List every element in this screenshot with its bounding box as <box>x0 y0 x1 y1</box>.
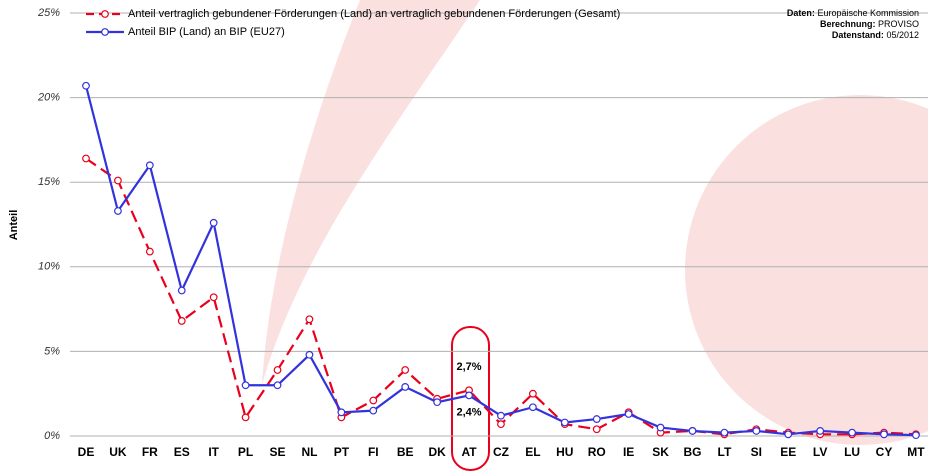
data-point <box>114 176 122 185</box>
data-point <box>497 420 505 429</box>
data-point <box>433 398 442 407</box>
x-tick-label: NL <box>301 445 317 459</box>
y-tick-label: 5% <box>44 345 60 357</box>
x-tick-label: CZ <box>493 445 509 459</box>
data-point <box>816 427 825 435</box>
data-point <box>209 293 218 302</box>
data-point <box>177 286 186 295</box>
background-decoration <box>262 0 928 445</box>
data-point <box>114 207 122 215</box>
source-value: Europäische Kommission <box>817 8 919 18</box>
data-point <box>528 403 537 412</box>
data-point <box>82 81 90 90</box>
x-tick-label: DK <box>428 445 446 459</box>
data-point <box>912 431 920 440</box>
data-point <box>497 411 505 420</box>
x-tick-label: BE <box>397 445 414 459</box>
y-tick-label: 10% <box>38 261 60 273</box>
y-tick-label: 0% <box>44 430 60 442</box>
x-tick-label: IT <box>208 445 219 459</box>
legend-label: Anteil BIP (Land) an BIP (EU27) <box>128 26 285 38</box>
source-value: 05/2012 <box>886 30 919 40</box>
data-point <box>273 381 282 390</box>
source-label: Berechnung: <box>820 19 876 29</box>
x-tick-label: MT <box>907 445 925 459</box>
data-point <box>592 415 601 423</box>
data-point <box>273 366 282 374</box>
data-label: 2,4% <box>457 406 482 418</box>
decor-wedge <box>262 0 480 385</box>
data-point <box>848 428 856 437</box>
data-point <box>369 396 378 405</box>
decor-circle <box>685 95 928 445</box>
data-point <box>241 381 250 390</box>
source-label: Daten: <box>787 8 815 18</box>
x-tick-label: IE <box>623 445 634 459</box>
x-tick-label: EL <box>525 445 540 459</box>
data-point <box>688 427 697 435</box>
x-tick-label: FR <box>142 445 158 459</box>
x-tick-label: LU <box>844 445 860 459</box>
data-point <box>369 406 378 415</box>
x-tick-label: LV <box>813 445 827 459</box>
legend-label: Anteil vertraglich gebundener Förderunge… <box>128 8 620 20</box>
source-note: Daten: Europäische Kommission <box>787 8 919 18</box>
x-tick-label: CY <box>876 445 893 459</box>
x-tick-label: ES <box>174 445 190 459</box>
x-tick-label: HU <box>556 445 573 459</box>
source-note: Datenstand: 05/2012 <box>832 30 919 40</box>
x-tick-label: UK <box>109 445 127 459</box>
source-note: Berechnung: PROVISO <box>820 19 919 29</box>
x-tick-label: RO <box>588 445 606 459</box>
data-point <box>656 423 665 432</box>
data-point <box>784 430 793 439</box>
x-tick-label: DE <box>78 445 95 459</box>
x-tick-label: BG <box>683 445 701 459</box>
source-value: PROVISO <box>878 19 919 29</box>
x-tick-label: SI <box>751 445 762 459</box>
x-tick-label: FI <box>368 445 379 459</box>
data-point <box>560 418 569 427</box>
data-point <box>305 350 314 359</box>
data-point <box>145 247 154 256</box>
x-tick-label: PT <box>334 445 350 459</box>
legend-marker <box>101 10 109 18</box>
data-label: 2,7% <box>457 361 482 373</box>
data-point <box>177 317 186 325</box>
y-tick-label: 25% <box>37 7 60 19</box>
source-label: Datenstand: <box>832 30 884 40</box>
x-tick-label: SE <box>270 445 286 459</box>
data-point <box>145 161 154 170</box>
data-point <box>465 391 473 400</box>
data-point <box>305 315 314 324</box>
data-point <box>624 410 633 418</box>
data-point <box>401 366 410 374</box>
x-tick-label: LT <box>718 445 732 459</box>
data-point <box>241 413 250 422</box>
y-tick-label: 20% <box>37 92 60 104</box>
data-point <box>209 218 218 227</box>
data-point <box>337 408 346 417</box>
data-point <box>720 428 729 437</box>
x-tick-label: EE <box>780 445 796 459</box>
legend-marker <box>101 28 109 36</box>
y-axis-label: Anteil <box>8 210 20 241</box>
data-point <box>880 430 888 439</box>
data-point <box>82 154 90 163</box>
data-point <box>752 427 761 435</box>
y-tick-label: 15% <box>38 176 60 188</box>
data-point <box>401 383 410 391</box>
x-tick-label: PL <box>238 445 253 459</box>
data-point <box>592 425 601 434</box>
x-tick-label: AT <box>461 445 477 459</box>
x-tick-label: SK <box>652 445 669 459</box>
data-point <box>528 389 537 398</box>
